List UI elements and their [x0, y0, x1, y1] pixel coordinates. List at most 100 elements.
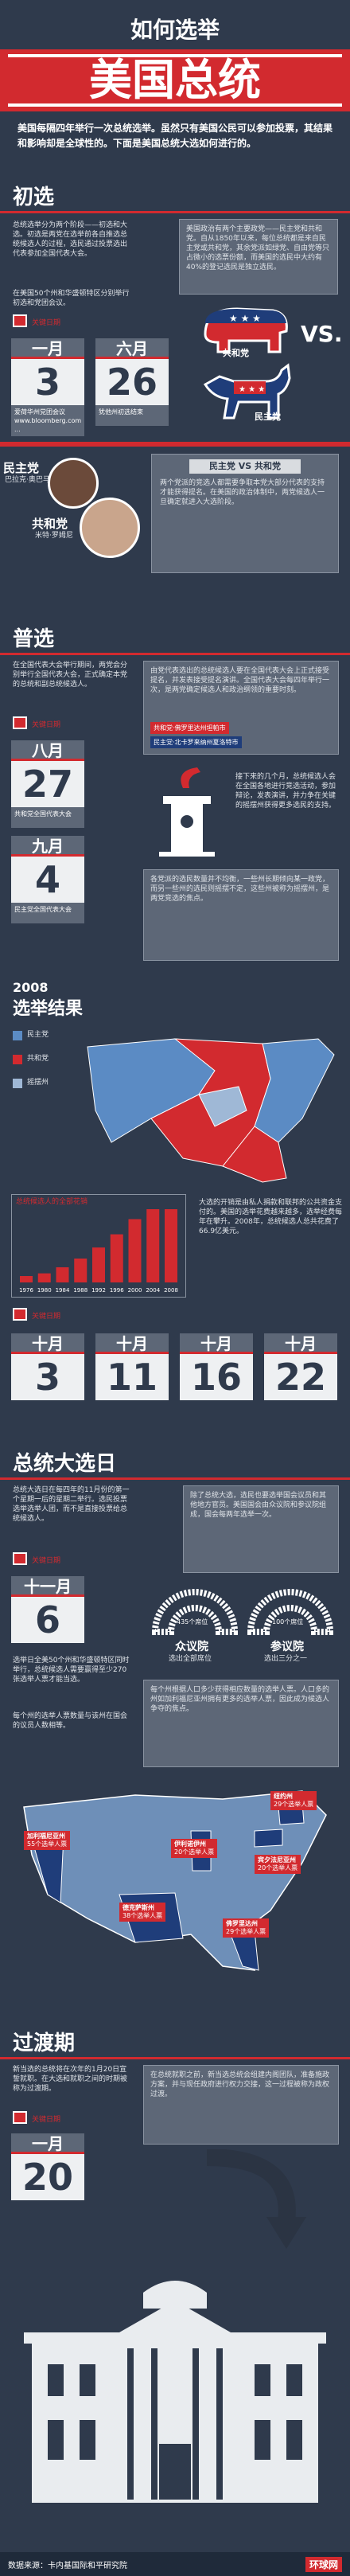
calendar-day: 27	[11, 761, 84, 807]
election-left-note2: 每个州的选举人票数量与该州在国会的议员人数相等。	[13, 1712, 128, 1730]
calendar-nov-6: 十一月 6	[11, 1576, 84, 1643]
calendar-note: 犹他州初选结束	[95, 405, 169, 426]
gop-label: 共和党	[223, 348, 249, 358]
calendar-day: 20	[11, 2154, 84, 2200]
primaries-left-note: 在美国50个州和华盛顿特区分别举行初选和党团会议。	[13, 290, 130, 307]
state-name: 宾夕法尼亚州	[258, 1856, 296, 1864]
state-votes: 20个选举人票	[174, 1848, 215, 1856]
state-votes: 55个选举人票	[27, 1840, 68, 1848]
cost-bar	[165, 1183, 177, 1282]
legend: 民主党 共和党 摇摆州	[13, 1029, 92, 1101]
calendar-note: 爱荷华州党团会议 www.bloomberg.com ...	[11, 405, 84, 436]
cost-bar	[37, 1273, 51, 1282]
candidates-panel-title: 民主党 VS 共和党	[189, 459, 301, 474]
convention-left-text: 在全国代表大会举行期间，两党会分别举行全国代表大会，正式确定本党的总统和副总统候…	[13, 662, 128, 689]
state-name: 德克萨斯州	[122, 1904, 154, 1911]
header: 如何选举 美国总统 美国每隔四年举行一次总统选举。虽然只有美国公民可以参加投票，…	[0, 0, 350, 171]
cost-bar	[92, 1247, 105, 1282]
candidates-panel-text: 两个党派的竞选人都需要争取本党大部分代表的支持才能获得提名。在美国的政治体制中，…	[160, 479, 325, 506]
cost-bar	[110, 1234, 123, 1282]
convention-top-text: 由党代表选出的总统候选人要在全国代表大会上正式接受提名，并发表接受提名演讲。全国…	[150, 667, 330, 694]
debate-calendar: 十月 11	[95, 1333, 169, 1400]
electoral-text: 每个州根据人口多少获得相应数量的选举人票。人口多的州如加利福尼亚州拥有更多的选举…	[150, 1686, 330, 1713]
convention-bottom-panel: 各党派的选民数量并不均衡，一些州长期倾向某一政党，而另一些州的选民则摇摆不定，这…	[143, 869, 339, 961]
cost-year-label: 2000	[128, 1287, 142, 1294]
primaries-left-text: 总统选举分为两个阶段——初选和大选。初选是两党在选举前各自推选总统候选人的过程，…	[13, 221, 128, 258]
calendar-month: 十一月	[11, 1576, 84, 1597]
house-note: 选出全部席位	[169, 1655, 212, 1663]
legend-swing: 摇摆州	[27, 1079, 49, 1087]
state-name: 伊利诺伊州	[174, 1840, 206, 1848]
results-heading: 选举结果	[13, 999, 84, 1019]
transition-heading-rule	[0, 2057, 350, 2059]
state-tag: 宾夕法尼亚州 20个选举人票	[255, 1855, 301, 1874]
senate-chamber-icon	[247, 1589, 334, 1635]
state-votes: 20个选举人票	[258, 1864, 298, 1872]
cost-year-label: 1988	[73, 1287, 88, 1294]
calendar-icon	[13, 2111, 27, 2124]
cost-chart-panel: 总统候选人的全部花销 1976 1980 1984 1988 1992 1996 2000 2…	[11, 1183, 186, 1298]
state-tags: 加利福尼亚州 55个选举人票德克萨斯州 38个选举人票佛罗里达州 29个选举人票 伊利诺…	[0, 1775, 350, 1982]
cost-year-label: 2004	[146, 1287, 160, 1294]
election-left-text: 总统大选日在每四年的11月份的第一个星期一后的星期二举行。选民投票选举选举人团，…	[13, 1486, 130, 1523]
us-results-map	[87, 1038, 335, 1183]
calendar-month: 九月	[11, 836, 84, 857]
calendar-day: 22	[264, 1354, 337, 1400]
election-heading-rule	[0, 1477, 350, 1480]
state-tag: 德克萨斯州 38个选举人票	[119, 1903, 166, 1922]
calendar-month: 十月	[180, 1333, 253, 1354]
calendar-icon	[13, 1308, 27, 1321]
house-seats: 435个席位	[177, 1618, 208, 1626]
calendar-jan-3: 一月 3 爱荷华州党团会议 www.bloomberg.com ...	[11, 338, 84, 436]
results-section: 2008 选举结果 民主党 共和党 摇摆州 总统候选人的全部花销 1976 198…	[0, 975, 350, 1441]
legend-rep-swatch	[13, 1055, 22, 1064]
rep-party-label: 共和党	[32, 517, 68, 531]
congress-text: 除了总统大选，选民也要选举国会议员和其他地方官员。美国国会由众议院和参议院组成，…	[190, 1492, 327, 1519]
badge-charlotte: 民主党·北卡罗来纳州夏洛特市	[150, 736, 242, 748]
footer-logo: 环球网	[305, 2557, 342, 2572]
cost-chart-title: 总统候选人的全部花销	[16, 1198, 88, 1206]
state-name: 佛罗里达州	[226, 1920, 258, 1927]
house-label: 众议院	[175, 1641, 208, 1653]
cost-year-label: 1984	[56, 1287, 70, 1294]
transition-heading: 过渡期	[13, 2032, 76, 2055]
republican-elephant-icon: ★ ★ ★	[204, 307, 288, 353]
dem-label: 民主党	[255, 412, 281, 422]
calendar-month: 六月	[95, 338, 169, 359]
cost-year-label: 2008	[164, 1287, 178, 1294]
dem-candidate-photo	[48, 458, 99, 509]
cost-chart-text: 大选的开销是由私人捐款和联邦的公共资金支付的。美国的选举花费越来越多，选举经费每…	[199, 1199, 343, 1235]
state-tag: 伊利诺伊州 20个选举人票	[171, 1839, 218, 1858]
transition-section: 过渡期 新当选的总统将在次年的1月20日宣誓就职。在大选和就职之间的时期被称为过…	[0, 2022, 350, 2539]
primaries-section: 初选 总统选举分为两个阶段——初选和大选。初选是两党在选举前各自推选总统候选人的…	[0, 171, 350, 613]
calendar-note: 共和党全国代表大会	[11, 807, 84, 828]
vs-label: VS.	[301, 321, 343, 347]
podium-icon	[159, 767, 215, 857]
congress-panel: 除了总统大选，选民也要选举国会议员和其他地方官员。美国国会由众议院和参议院组成，…	[183, 1485, 339, 1573]
legend-rep: 共和党	[27, 1055, 49, 1063]
header-subtitle: 如何选举	[130, 17, 220, 43]
convention-section: 普选 在全国代表大会举行期间，两党会分别举行全国代表大会，正式确定本党的总统和副…	[0, 613, 350, 975]
convention-heading: 普选	[13, 627, 55, 651]
dem-candidate-name: 巴拉克·奥巴马	[5, 476, 50, 484]
calendar-month: 十月	[11, 1333, 84, 1354]
svg-text:★ ★ ★: ★ ★ ★	[239, 385, 265, 394]
calendar-day: 4	[11, 857, 84, 903]
rep-candidate-photo	[80, 498, 140, 558]
calendar-caption: 关键日期	[32, 319, 61, 327]
senate-label: 参议院	[270, 1641, 304, 1653]
dem-party-label: 民主党	[3, 461, 40, 475]
calendar-jun-26: 六月 26 犹他州初选结束	[95, 338, 169, 426]
senate-note: 选出三分之一	[264, 1655, 308, 1663]
badge-tampa: 共和党·佛罗里达州坦帕市	[150, 722, 229, 734]
state-name: 加利福尼亚州	[27, 1832, 65, 1840]
convention-bottom-text: 各党派的选民数量并不均衡，一些州长期倾向某一政党，而另一些州的选民则摇摆不定，这…	[150, 876, 330, 903]
state-votes: 29个选举人票	[226, 1928, 266, 1935]
calendar-month: 十月	[95, 1333, 169, 1354]
debate-calendar: 十月 22	[264, 1333, 337, 1400]
state-name: 纽约州	[274, 1793, 293, 1800]
calendar-day: 16	[180, 1354, 253, 1400]
calendar-caption: 关键日期	[32, 1557, 61, 1565]
state-tag: 佛罗里达州 29个选举人票	[223, 1918, 270, 1938]
calendar-caption: 关键日期	[32, 2116, 61, 2124]
